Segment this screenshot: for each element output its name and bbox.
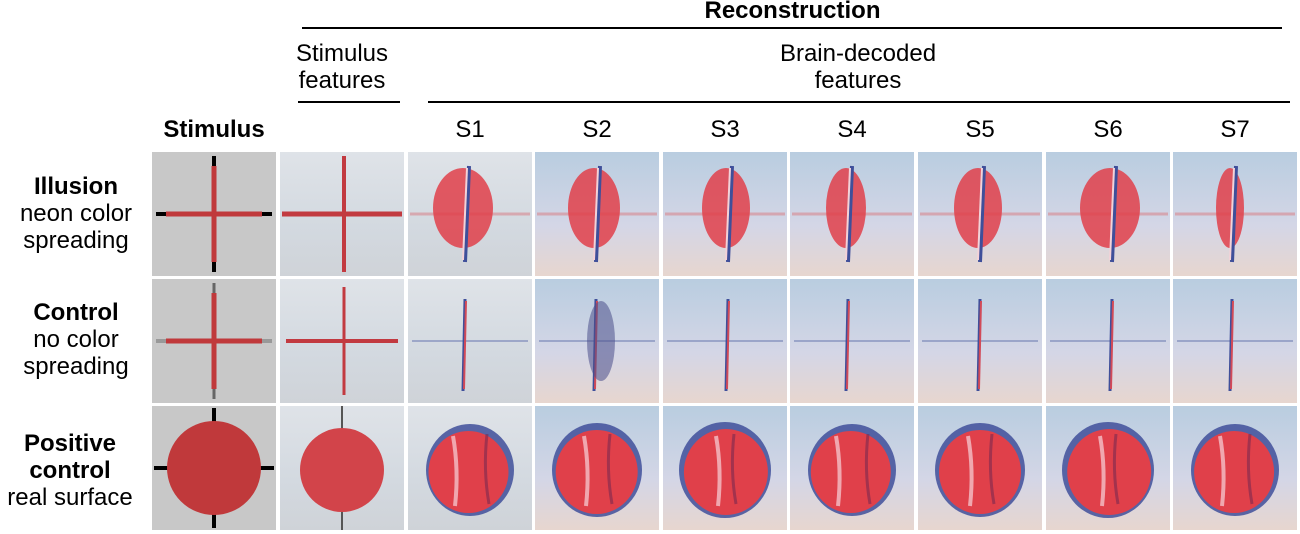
positive-reconstruction-s5 <box>918 406 1042 530</box>
row-label-illusion: Illusion neon color spreading <box>19 173 133 254</box>
control-stimulus-features-reconstruction <box>280 279 404 403</box>
positive-reconstruction-s1 <box>408 406 532 530</box>
positive-reconstruction-s6 <box>1046 406 1170 530</box>
subject-header-s3: S3 <box>710 116 740 143</box>
reconstruction-header: Reconstruction <box>704 0 881 24</box>
illusion-reconstruction-s7 <box>1173 152 1297 276</box>
illusion-reconstruction-s6 <box>1046 152 1170 276</box>
stimulus-column-header: Stimulus <box>163 116 265 143</box>
subject-header-s1: S1 <box>455 116 485 143</box>
control-reconstruction-s7 <box>1173 279 1297 403</box>
reconstruction-rule <box>302 27 1282 29</box>
illusion-reconstruction-s4 <box>790 152 914 276</box>
positive-reconstruction-s4 <box>790 406 914 530</box>
illusion-reconstruction-s5 <box>918 152 1042 276</box>
positive-reconstruction-s2 <box>535 406 659 530</box>
row-label-positive-control: Positive control real surface <box>7 430 133 511</box>
positive-reconstruction-s3 <box>663 406 787 530</box>
subject-header-s6: S6 <box>1093 116 1123 143</box>
brain-decoded-rule <box>428 101 1290 103</box>
control-reconstruction-s5 <box>918 279 1042 403</box>
control-reconstruction-s2 <box>535 279 659 403</box>
control-reconstruction-s1 <box>408 279 532 403</box>
control-reconstruction-s3 <box>663 279 787 403</box>
illusion-stimulus-image <box>152 152 276 276</box>
brain-decoded-header: Brain-decoded features <box>779 40 937 94</box>
illusion-stimulus-features-reconstruction <box>280 152 404 276</box>
control-reconstruction-s4 <box>790 279 914 403</box>
positive-stimulus-features-reconstruction <box>280 406 404 530</box>
illusion-reconstruction-s3 <box>663 152 787 276</box>
stimulus-features-header: Stimulus features <box>295 40 389 94</box>
positive-reconstruction-s7 <box>1173 406 1297 530</box>
subject-header-s7: S7 <box>1220 116 1250 143</box>
illusion-reconstruction-s1 <box>408 152 532 276</box>
stimulus-features-rule <box>298 101 400 103</box>
subject-header-s4: S4 <box>837 116 867 143</box>
subject-header-s2: S2 <box>582 116 612 143</box>
control-stimulus-image <box>152 279 276 403</box>
positive-stimulus-image <box>152 406 276 530</box>
subject-header-s5: S5 <box>965 116 995 143</box>
row-label-control: Control no color spreading <box>23 299 129 380</box>
control-reconstruction-s6 <box>1046 279 1170 403</box>
illusion-reconstruction-s2 <box>535 152 659 276</box>
